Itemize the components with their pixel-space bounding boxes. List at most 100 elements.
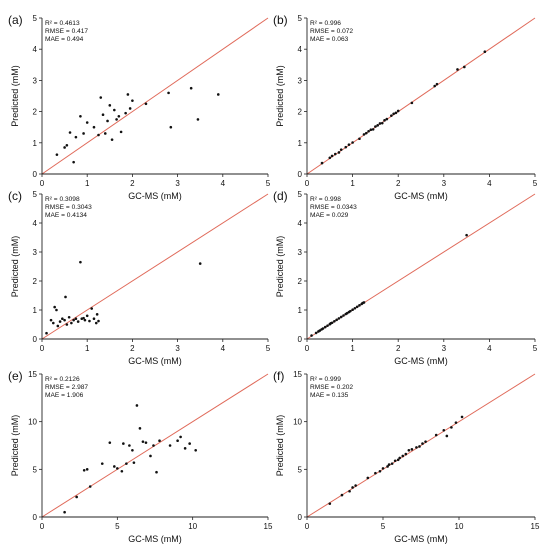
data-point — [83, 318, 87, 322]
data-point — [386, 465, 389, 468]
data-point — [465, 233, 468, 237]
panel-label: (d) — [273, 189, 288, 203]
data-point — [378, 122, 382, 125]
x-tick-label: 1 — [85, 179, 90, 188]
data-point — [138, 427, 142, 430]
data-point — [103, 132, 107, 135]
stat-text: RMSE = 0.417 — [45, 28, 88, 35]
scatter-panel: (c) 0 1 2 3 4 5 0 1 2 3 4 5 GC-MS (mM) Predicted (mM) R… — [8, 189, 271, 366]
data-point — [390, 462, 394, 465]
y-tick-label: 10 — [28, 418, 37, 427]
y-tick-label: 3 — [298, 76, 303, 85]
scatter-panel: (e) 0 5 10 15 0 5 10 15 GC-MS (mM) Predicted (mM) R… — [8, 369, 273, 544]
data-point — [358, 137, 361, 141]
data-point — [92, 317, 96, 321]
data-point — [337, 317, 341, 320]
x-tick-label: 5 — [266, 179, 271, 188]
y-axis-label: Predicted (mM) — [10, 65, 20, 127]
panel-label: (b) — [273, 13, 288, 27]
data-point — [418, 445, 421, 448]
x-axis-label: GC-MS (mM) — [128, 356, 182, 366]
data-point — [374, 471, 377, 475]
data-point — [101, 113, 105, 117]
y-tick-label: 5 — [298, 14, 303, 23]
data-point — [404, 452, 408, 456]
y-tick-label: 5 — [298, 190, 303, 199]
x-tick-label: 0 — [305, 344, 310, 353]
data-point — [348, 489, 351, 493]
y-tick-label: 4 — [298, 219, 303, 228]
x-tick-label: 5 — [533, 179, 538, 188]
stat-text: R² = 0.999 — [310, 376, 341, 383]
stat-text: R² = 0.2126 — [45, 376, 80, 383]
x-tick-label: 3 — [175, 344, 180, 353]
x-tick-label: 15 — [264, 522, 273, 531]
data-point — [351, 486, 354, 489]
data-point — [362, 133, 366, 136]
y-tick-label: 5 — [33, 190, 38, 199]
stat-text: RMSE = 0.072 — [310, 28, 353, 35]
data-point — [94, 321, 98, 325]
x-tick-label: 0 — [305, 179, 310, 188]
data-point — [132, 461, 136, 464]
data-point — [393, 459, 397, 463]
x-axis-label: GC-MS (mM) — [394, 356, 448, 366]
x-tick-label: 0 — [40, 179, 45, 188]
data-point — [454, 421, 458, 424]
x-axis-label: GC-MS (mM) — [128, 191, 182, 201]
x-tick-label: 0 — [305, 522, 310, 531]
data-point — [398, 456, 402, 460]
y-axis-label: Predicted (mM) — [10, 236, 20, 298]
y-tick-label: 0 — [298, 170, 303, 179]
data-point — [396, 458, 400, 462]
scatter-panel: (f) 0 5 10 15 0 5 10 15 GC-MS (mM) Predicted (mM) R… — [273, 369, 540, 544]
data-point — [79, 114, 82, 118]
x-tick-label: 2 — [130, 344, 135, 353]
data-point — [74, 317, 78, 321]
x-axis-label: GC-MS (mM) — [128, 534, 182, 544]
data-point — [131, 448, 134, 452]
data-point — [434, 433, 438, 437]
data-point — [116, 467, 119, 470]
y-tick-label: 4 — [33, 45, 38, 54]
data-point — [82, 468, 86, 472]
data-point — [394, 111, 398, 115]
data-point — [335, 318, 338, 322]
x-axis-label: GC-MS (mM) — [394, 534, 448, 544]
data-point — [344, 145, 348, 149]
data-point — [70, 321, 73, 325]
data-point — [49, 318, 53, 322]
panel-label: (a) — [8, 13, 23, 27]
y-tick-label: 3 — [33, 76, 38, 85]
y-tick-label: 2 — [298, 108, 303, 117]
data-point — [55, 308, 58, 312]
data-point — [82, 132, 85, 135]
data-point — [387, 463, 391, 466]
data-point — [424, 440, 427, 443]
data-point — [410, 101, 414, 105]
data-point — [85, 121, 89, 124]
y-tick-label: 0 — [298, 335, 303, 344]
data-point — [445, 434, 449, 438]
identity-line — [306, 373, 536, 518]
x-tick-label: 1 — [85, 344, 90, 353]
x-tick-label: 15 — [531, 522, 540, 531]
y-axis-label: Predicted (mM) — [275, 65, 285, 127]
data-point — [198, 262, 202, 265]
data-point — [56, 324, 60, 328]
y-axis-label: Predicted (mM) — [275, 236, 285, 298]
y-tick-label: 4 — [298, 45, 303, 54]
panel-label: (e) — [8, 369, 23, 383]
data-point — [401, 454, 405, 458]
data-point — [369, 128, 373, 131]
x-tick-label: 5 — [381, 522, 386, 531]
data-point — [113, 465, 116, 468]
x-tick-label: 0 — [40, 344, 45, 353]
data-point — [63, 146, 66, 149]
data-point — [364, 131, 368, 135]
data-point — [169, 125, 173, 129]
data-point — [189, 86, 193, 90]
data-point — [65, 323, 69, 326]
data-point — [385, 117, 389, 121]
data-point — [330, 321, 334, 325]
